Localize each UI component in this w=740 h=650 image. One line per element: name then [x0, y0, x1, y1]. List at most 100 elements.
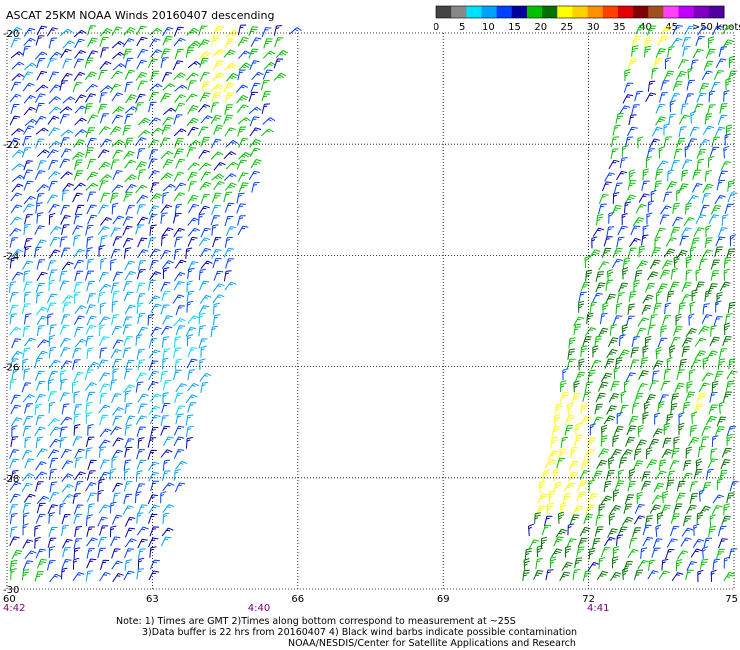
- wind-barb: [187, 369, 196, 381]
- wind-barb: [148, 504, 160, 514]
- wind-barb: [111, 300, 119, 313]
- wind-barb: [163, 436, 174, 447]
- note-line-3: NOAA/NESDIS/Center for Satellite Applica…: [288, 638, 576, 649]
- wind-barb: [34, 471, 47, 481]
- wind-barb: [655, 116, 667, 126]
- wind-barb: [623, 561, 633, 572]
- wind-barb: [110, 379, 118, 391]
- wind-barb: [199, 247, 211, 258]
- wind-barb: [124, 184, 137, 193]
- wind-barb: [633, 569, 644, 580]
- wind-barb: [672, 24, 683, 35]
- wind-barb: [577, 537, 588, 548]
- wind-barb: [173, 37, 186, 47]
- wind-barb: [162, 392, 169, 404]
- wind-barb: [598, 503, 606, 516]
- wind-barb: [689, 301, 696, 314]
- wind-barb: [22, 203, 35, 213]
- wind-barb: [61, 538, 73, 549]
- wind-barb: [714, 426, 725, 437]
- wind-barb: [662, 490, 669, 504]
- wind-barb: [711, 136, 721, 148]
- wind-barb: [618, 282, 629, 293]
- wind-barb: [175, 405, 186, 416]
- wind-barb: [148, 158, 158, 169]
- wind-barb: [658, 459, 667, 471]
- wind-barb: [97, 489, 104, 502]
- colorbar-swatch: [436, 6, 452, 18]
- wind-barb: [263, 61, 277, 70]
- wind-barb: [616, 534, 624, 546]
- y-tick-label: -28: [3, 474, 19, 485]
- wind-barb: [676, 559, 683, 572]
- wind-barb: [210, 138, 222, 149]
- colorbar-label: 20: [534, 22, 547, 33]
- wind-barb: [698, 489, 705, 502]
- wind-barb: [716, 291, 723, 304]
- wind-barb: [59, 337, 71, 348]
- wind-barb: [72, 192, 83, 203]
- wind-barb: [712, 494, 725, 504]
- wind-barb: [618, 457, 628, 469]
- wind-barb: [631, 402, 640, 414]
- wind-barb: [694, 337, 707, 347]
- x-tick-label: 72: [582, 594, 595, 605]
- wind-barb: [660, 325, 667, 338]
- wind-barb: [175, 305, 185, 316]
- wind-barb: [110, 248, 121, 259]
- wind-barb: [162, 315, 173, 325]
- wind-barb: [238, 137, 249, 148]
- wind-barb: [224, 216, 234, 227]
- wind-barb: [698, 258, 708, 270]
- wind-barb: [707, 104, 716, 115]
- wind-barb: [250, 37, 262, 47]
- wind-barb: [553, 536, 564, 547]
- wind-barb: [688, 369, 696, 381]
- wind-barb: [175, 325, 186, 336]
- wind-barb: [34, 225, 45, 235]
- wind-barb: [87, 361, 100, 371]
- wind-barb: [110, 258, 117, 271]
- wind-barb: [160, 150, 174, 159]
- wind-barb: [125, 94, 137, 104]
- wind-barb: [612, 192, 620, 204]
- wind-barb: [174, 236, 183, 248]
- wind-barb: [649, 314, 658, 326]
- wind-barb: [11, 338, 22, 349]
- wind-barb: [46, 560, 56, 571]
- wind-barb: [636, 260, 648, 270]
- wind-barb: [619, 334, 626, 346]
- wind-barb: [173, 317, 186, 327]
- wind-barb: [86, 293, 96, 304]
- wind-barb: [200, 345, 207, 358]
- wind-barb: [611, 258, 623, 269]
- wind-barb: [711, 435, 719, 448]
- wind-barb: [654, 180, 662, 192]
- wind-barb: [73, 557, 80, 570]
- wind-barb: [36, 448, 48, 458]
- wind-barb: [173, 436, 185, 447]
- wind-barb: [60, 148, 72, 158]
- wind-barb: [136, 449, 146, 460]
- wind-barb: [672, 216, 683, 227]
- wind-barb: [236, 192, 245, 204]
- wind-barb: [653, 482, 665, 493]
- wind-barb: [36, 325, 45, 337]
- wind-barb: [275, 50, 289, 59]
- wind-barb: [663, 136, 672, 148]
- wind-barb: [112, 271, 123, 282]
- colorbar-label: 0: [434, 22, 439, 33]
- wind-barb: [582, 391, 592, 402]
- wind-barb: [149, 27, 163, 36]
- wind-barb: [59, 324, 70, 335]
- wind-barb: [726, 124, 733, 137]
- wind-barb: [123, 291, 134, 302]
- wind-barb: [590, 359, 602, 370]
- wind-barb: [23, 281, 33, 292]
- wind-barb: [723, 556, 731, 569]
- wind-barb: [10, 51, 24, 59]
- wind-barb: [9, 281, 17, 293]
- wind-barb: [726, 426, 737, 437]
- wind-barb: [646, 459, 658, 469]
- wind-barb: [628, 537, 638, 549]
